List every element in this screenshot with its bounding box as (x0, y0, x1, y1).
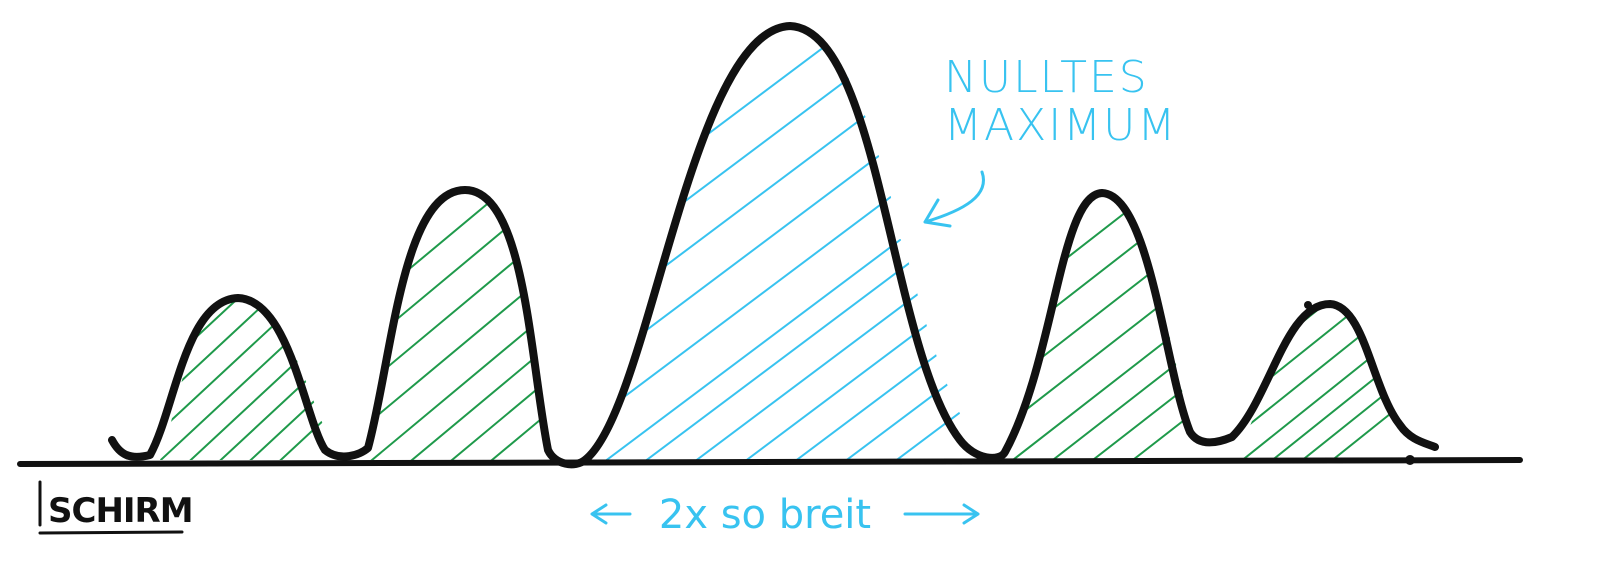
label-central-maximum-line2: MAXIMUM (944, 100, 1177, 151)
width-arrow-left-icon (590, 503, 632, 525)
hatch-second-left-peak (370, 190, 555, 460)
screen-label-underline (38, 530, 184, 535)
pointer-arrow-icon (923, 170, 985, 228)
baseline-dot (1405, 455, 1415, 465)
label-screen: SCHIRM (48, 491, 193, 531)
intensity-curve (108, 22, 1439, 469)
screen-baseline (17, 457, 1523, 467)
label-width-note: 2x so breit (659, 492, 871, 538)
label-central-maximum-line1: NULLTES (944, 52, 1149, 103)
width-arrow-right-icon (903, 503, 980, 525)
curve-end-dot (1304, 301, 1312, 309)
hatch-second-right-peak (1235, 305, 1420, 460)
